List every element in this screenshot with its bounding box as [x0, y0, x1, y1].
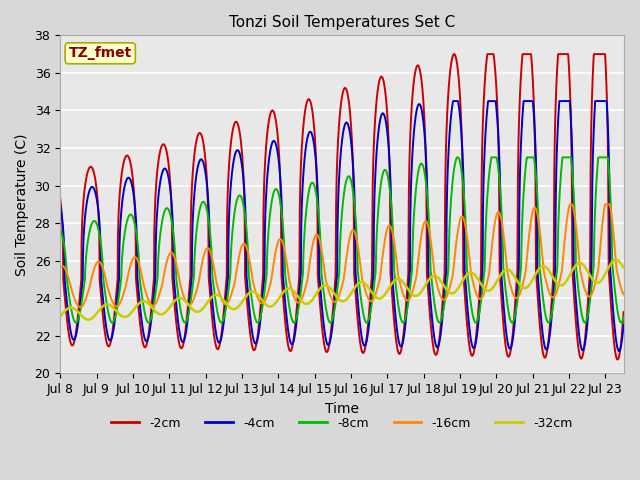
Text: TZ_fmet: TZ_fmet	[68, 46, 132, 60]
Title: Tonzi Soil Temperatures Set C: Tonzi Soil Temperatures Set C	[228, 15, 455, 30]
Legend: -2cm, -4cm, -8cm, -16cm, -32cm: -2cm, -4cm, -8cm, -16cm, -32cm	[106, 412, 577, 435]
Y-axis label: Soil Temperature (C): Soil Temperature (C)	[15, 133, 29, 276]
X-axis label: Time: Time	[325, 402, 359, 416]
